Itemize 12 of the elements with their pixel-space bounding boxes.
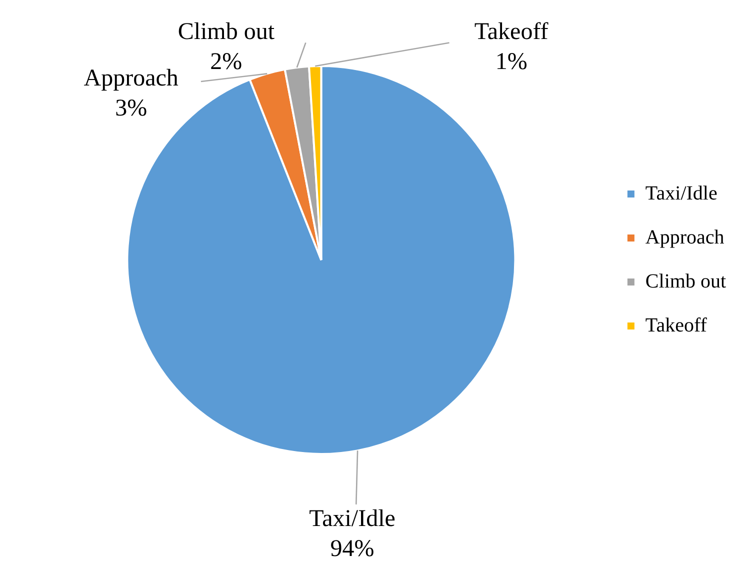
legend-label: Takeoff [645,314,708,336]
legend-label: Taxi/Idle [645,182,718,204]
data-label: 94% [330,536,374,562]
slice-label: Approach [84,65,178,92]
legend-label: Approach [645,226,724,248]
slice-label: Takeoff [474,18,548,45]
data-label: 2% [210,48,242,75]
legend-label: Climb out [645,270,726,292]
slice-label: Climb out [178,18,275,45]
data-label: 1% [495,48,528,75]
slice-label: Taxi/Idle [309,506,396,532]
data-label: 3% [115,95,148,122]
